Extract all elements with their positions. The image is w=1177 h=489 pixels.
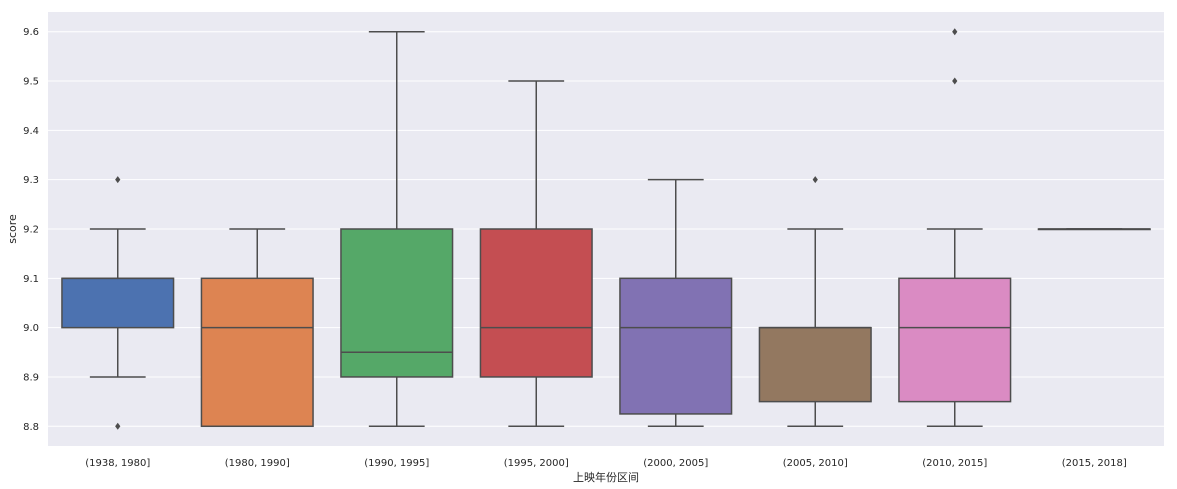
- outlier-point: [952, 28, 958, 36]
- box-group: [1037, 228, 1151, 231]
- y-tick-label: 9.5: [23, 77, 39, 88]
- y-tick-label: 8.9: [23, 372, 39, 383]
- y-tick-label: 9.3: [23, 175, 39, 186]
- box: [200, 277, 314, 428]
- x-tick-label: (1990, 1995]: [364, 458, 429, 469]
- box: [61, 277, 175, 329]
- y-axis-label: score: [6, 214, 19, 244]
- y-tick-label: 9.2: [23, 225, 39, 236]
- outlier-point: [115, 422, 121, 430]
- x-tick-label: (2015, 2018]: [1062, 458, 1127, 469]
- x-tick-label: (1938, 1980]: [85, 458, 150, 469]
- y-tick-label: 9.4: [23, 126, 39, 137]
- box-group: [61, 176, 175, 430]
- x-tick-label: (2000, 2005]: [643, 458, 708, 469]
- box-group: [898, 28, 1012, 428]
- outlier-point: [952, 77, 958, 85]
- x-tick-label: (2010, 2015]: [922, 458, 987, 469]
- x-tick-label: (1980, 1990]: [225, 458, 290, 469]
- box-layer: [61, 28, 1151, 430]
- x-axis-label: 上映年份区间: [573, 470, 639, 484]
- outlier-point: [115, 176, 121, 184]
- outlier-point: [812, 176, 818, 184]
- box: [340, 228, 454, 378]
- box: [479, 228, 593, 378]
- box-group: [758, 176, 872, 428]
- y-tick-labels: 8.8 8.9 9.0 9.1 9.2 9.3 9.4 9.5 9.6: [23, 27, 39, 433]
- x-tick-labels: (1938, 1980] (1980, 1990] (1990, 1995] (199…: [85, 458, 1127, 469]
- box-group: [479, 80, 593, 428]
- y-tick-label: 8.8: [23, 422, 39, 433]
- x-tick-label: (2005, 2010]: [783, 458, 848, 469]
- y-tick-label: 9.6: [23, 27, 39, 38]
- box-group: [340, 30, 454, 428]
- box: [619, 277, 733, 415]
- box-group: [619, 178, 733, 428]
- y-tick-label: 9.1: [23, 274, 39, 285]
- box: [898, 277, 1012, 403]
- x-tick-label: (1995, 2000]: [504, 458, 569, 469]
- box: [758, 326, 872, 403]
- y-tick-label: 9.0: [23, 323, 39, 334]
- box-group: [200, 228, 314, 428]
